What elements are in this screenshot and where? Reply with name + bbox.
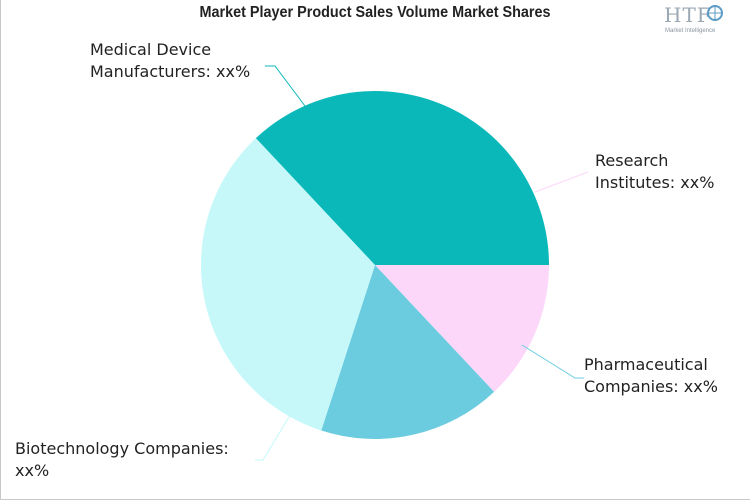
slice-label-biotechnology-companies: Biotechnology Companies: xx% xyxy=(15,439,229,480)
htf-logo: HTF Market Intelligence xyxy=(664,3,723,34)
chart-title: Market Player Product Sales Volume Marke… xyxy=(199,4,551,21)
pie-slice-pharmaceutical-companies xyxy=(321,265,495,439)
logo-subtext: Market Intelligence xyxy=(665,28,716,34)
pie-slice-medical-device-manufacturers xyxy=(255,90,550,266)
pie-slice-biotechnology-companies xyxy=(201,138,375,431)
leader-line-research-institutes xyxy=(534,171,589,193)
pie-slice-research-institutes xyxy=(375,265,549,392)
leader-line-biotechnology-companies xyxy=(255,411,293,461)
slice-label-research-institutes: Research Institutes: xx% xyxy=(595,151,714,192)
slice-label-pharmaceutical-companies: Pharmaceutical Companies: xx% xyxy=(584,355,718,396)
frame-left-border xyxy=(0,0,1,500)
leader-line-medical-device-manufacturers xyxy=(265,65,306,107)
leader-line-pharmaceutical-companies xyxy=(521,344,584,379)
logo-text: HTF xyxy=(664,3,712,27)
slice-label-medical-device-manufacturers: Medical Device Manufacturers: xx% xyxy=(90,40,250,81)
